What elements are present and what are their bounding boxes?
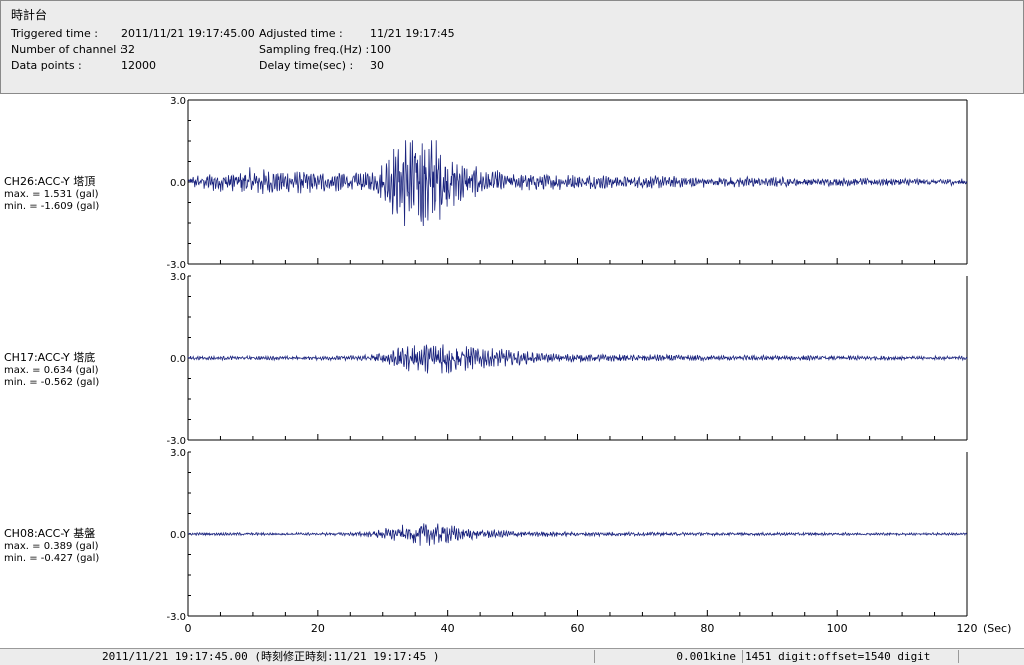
x-tick-label: 0	[185, 622, 192, 635]
y-tick-label: 0.0	[170, 530, 186, 541]
y-tick-label: 3.0	[170, 272, 186, 283]
data-points-value: 12000	[121, 59, 156, 72]
channel-min: min. = -0.562 (gal)	[4, 377, 99, 388]
x-tick-label: 60	[571, 622, 585, 635]
channel-min: min. = -0.427 (gal)	[4, 553, 99, 564]
triggered-time-value: 2011/11/21 19:17:45.00	[121, 27, 255, 40]
y-tick-label: 3.0	[170, 448, 186, 459]
y-tick-label: -3.0	[166, 260, 186, 271]
adjusted-time-label: Adjusted time :	[259, 27, 343, 40]
x-tick-label: 100	[827, 622, 848, 635]
adjusted-time-value: 11/21 19:17:45	[370, 27, 455, 40]
channel-name: CH17:ACC-Y 塔底	[4, 350, 95, 364]
channel-max: max. = 0.634 (gal)	[4, 365, 99, 376]
channel-min: min. = -1.609 (gal)	[4, 201, 99, 212]
delay-time-label: Delay time(sec) :	[259, 59, 354, 72]
x-tick-label: 80	[700, 622, 714, 635]
x-tick-label: 120	[957, 622, 978, 635]
channel-name: CH08:ACC-Y 基盤	[4, 527, 95, 540]
status-bar: 2011/11/21 19:17:45.00 (時刻修正時刻:11/21 19:…	[0, 648, 1024, 665]
sampling-freq-label: Sampling freq.(Hz) :	[259, 43, 370, 56]
waveform-plot-area: 3.0 0.0 -3.0 CH26:ACC-Y 塔頂 max. = 1.531 (gal…	[0, 94, 1024, 648]
data-points-label: Data points :	[11, 59, 82, 72]
channel-max: max. = 0.389 (gal)	[4, 541, 99, 552]
x-tick-label: 40	[441, 622, 455, 635]
waveform-line	[187, 344, 968, 374]
x-unit-label: (Sec)	[983, 622, 1011, 635]
y-tick-label: -3.0	[166, 436, 186, 447]
y-tick-label: 0.0	[170, 178, 186, 189]
waveform-line	[187, 140, 968, 227]
triggered-time-label: Triggered time :	[11, 27, 98, 40]
y-tick-label: 3.0	[170, 96, 186, 107]
info-panel: 時計台 Triggered time : 2011/11/21 19:17:45…	[0, 0, 1024, 94]
y-tick-label: 0.0	[170, 354, 186, 365]
station-title: 時計台	[11, 8, 48, 22]
delay-time-value: 30	[370, 59, 384, 72]
status-time: 2011/11/21 19:17:45.00 (時刻修正時刻:11/21 19:…	[102, 650, 440, 663]
status-unit: 0.001kine	[594, 650, 740, 663]
channel-count-value: 32	[121, 43, 135, 56]
status-empty-pane	[958, 650, 1022, 663]
channel-name: CH26:ACC-Y 塔頂	[4, 175, 95, 188]
sampling-freq-value: 100	[370, 43, 391, 56]
channel-count-label: Number of channel :	[11, 43, 124, 56]
x-tick-label: 20	[311, 622, 325, 635]
channel-max: max. = 1.531 (gal)	[4, 189, 99, 200]
status-digit: 1451 digit:offset=1540 digit	[742, 650, 956, 663]
y-tick-label: -3.0	[166, 612, 186, 623]
waveform-line	[188, 523, 968, 546]
